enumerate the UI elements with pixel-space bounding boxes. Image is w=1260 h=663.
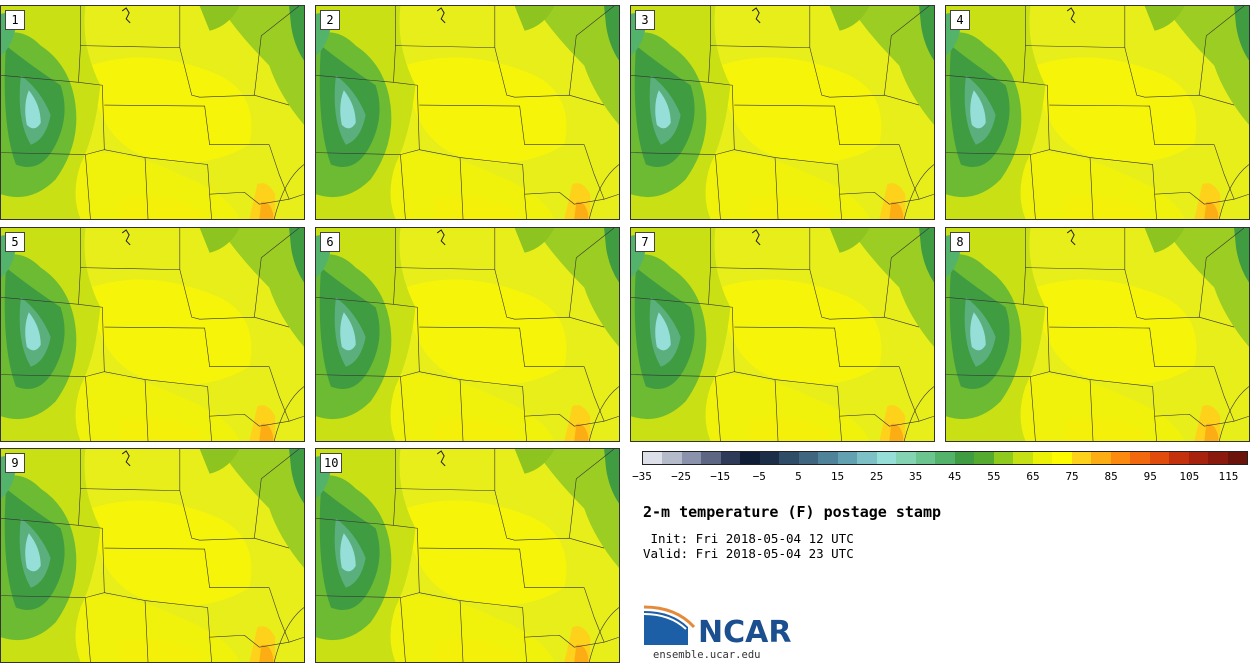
map-field: [316, 6, 619, 219]
map-field: [316, 228, 619, 441]
colorbar-ticks: −35 −25 −15 −5 5 15 25 35 45 55 65 75 85 95 105 115: [632, 470, 1248, 484]
colorbar-tick-label: 15: [830, 470, 845, 483]
map-panel-6: 6: [315, 227, 620, 442]
colorbar-tick-label: −15: [710, 470, 731, 483]
map-field: [1, 449, 304, 662]
ncar-logo-icon: [643, 605, 696, 645]
colorbar-tick-label: 35: [909, 470, 923, 483]
colorbar-tick-label: 55: [987, 470, 1001, 483]
colorbar-swatch: [1071, 452, 1092, 464]
colorbar-swatch: [759, 452, 780, 464]
map-panel-3: 3: [630, 5, 935, 220]
colorbar-swatch: [1091, 452, 1111, 464]
colorbar-swatch: [1052, 452, 1072, 464]
panel-label: 8: [950, 232, 970, 252]
ncar-logo-text: NCAR: [698, 615, 792, 650]
colorbar-tick-label: 45: [948, 470, 962, 483]
colorbar-swatch: [818, 452, 838, 464]
map-panel-8: 8: [945, 227, 1250, 442]
map-panel-7: 7: [630, 227, 935, 442]
colorbar-tick-label: 25: [869, 470, 884, 483]
panel-label: 9: [5, 453, 25, 473]
colorbar-swatch: [1013, 452, 1033, 464]
colorbar-swatch: [1032, 452, 1053, 464]
map-field: [631, 6, 934, 219]
colorbar: [642, 451, 1248, 465]
colorbar-swatch: [681, 452, 702, 464]
colorbar-tick-label: 85: [1104, 470, 1118, 483]
map-field: [1, 6, 304, 219]
colorbar-swatch: [1130, 452, 1150, 464]
colorbar-swatch: [1208, 452, 1228, 464]
valid-time: Valid: Fri 2018-05-04 23 UTC: [643, 546, 854, 561]
colorbar-swatch: [1110, 452, 1131, 464]
colorbar-swatch: [896, 452, 916, 464]
map-field: [946, 6, 1249, 219]
panel-label: 3: [635, 10, 655, 30]
colorbar-tick-label: 105: [1179, 470, 1200, 483]
colorbar-swatch: [779, 452, 799, 464]
panel-label: 1: [5, 10, 25, 30]
colorbar-swatch: [1169, 452, 1189, 464]
colorbar-swatch: [1188, 452, 1209, 464]
panel-label: 4: [950, 10, 970, 30]
map-field: [316, 449, 619, 662]
colorbar-swatch: [798, 452, 819, 464]
colorbar-tick-label: −5: [752, 470, 766, 483]
panel-label: 6: [320, 232, 340, 252]
map-field: [1, 228, 304, 441]
map-panel-5: 5: [0, 227, 305, 442]
colorbar-swatch: [954, 452, 975, 464]
colorbar-swatch: [915, 452, 936, 464]
colorbar-swatch: [720, 452, 741, 464]
map-field: [631, 228, 934, 441]
colorbar-swatch: [935, 452, 955, 464]
map-panel-10: 10: [315, 448, 620, 663]
map-panel-2: 2: [315, 5, 620, 220]
colorbar-tick-label: −35: [632, 470, 652, 483]
colorbar-swatch: [857, 452, 877, 464]
panel-label: 7: [635, 232, 655, 252]
colorbar-tick-label: 75: [1065, 470, 1079, 483]
colorbar-swatch: [876, 452, 897, 464]
colorbar-tick-label: 65: [1026, 470, 1040, 483]
panel-label: 10: [320, 453, 343, 473]
colorbar-swatch: [1149, 452, 1170, 464]
colorbar-tick-label: −25: [671, 470, 692, 483]
colorbar-swatch: [643, 452, 663, 464]
colorbar-swatch: [740, 452, 760, 464]
map-panel-4: 4: [945, 5, 1250, 220]
colorbar-tick-label: 115: [1218, 470, 1239, 483]
panel-label: 5: [5, 232, 25, 252]
colorbar-swatch: [662, 452, 682, 464]
site-url: ensemble.ucar.edu: [653, 649, 761, 661]
map-field: [946, 228, 1249, 441]
colorbar-swatch: [993, 452, 1014, 464]
map-panel-9: 9: [0, 448, 305, 663]
figure-title: 2-m temperature (F) postage stamp: [643, 503, 942, 521]
colorbar-swatch: [1227, 452, 1248, 464]
map-panel-1: 1: [0, 5, 305, 220]
init-time: Init: Fri 2018-05-04 12 UTC: [643, 531, 854, 546]
colorbar-swatch: [837, 452, 858, 464]
colorbar-tick-label: 95: [1143, 470, 1157, 483]
colorbar-swatch: [701, 452, 721, 464]
colorbar-swatch: [974, 452, 994, 464]
panel-label: 2: [320, 10, 340, 30]
colorbar-tick-label: 5: [795, 470, 802, 483]
